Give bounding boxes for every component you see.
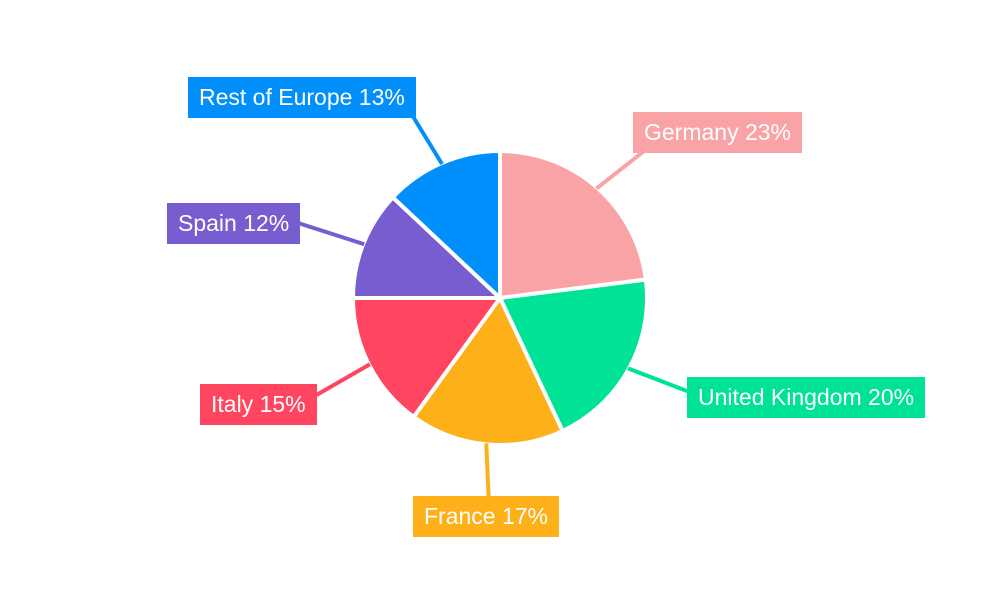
pie-label-rest-of-europe: Rest of Europe 13%	[188, 77, 416, 118]
pie-label-spain: Spain 12%	[167, 203, 301, 244]
leader-line-rest-of-europe	[407, 108, 444, 166]
leader-line-france	[484, 443, 491, 506]
pie-label-text-spain: Spain 12%	[178, 210, 290, 236]
pie-label-united-kingdom: United Kingdom 20%	[687, 377, 926, 418]
pie-label-text-rest-of-europe: Rest of Europe 13%	[199, 84, 405, 110]
pie-label-italy: Italy 15%	[200, 384, 317, 425]
pie-label-text-france: France 17%	[424, 503, 549, 529]
pie-label-germany: Germany 23%	[633, 112, 803, 153]
leader-line-germany	[595, 146, 650, 191]
pie-label-text-united-kingdom: United Kingdom 20%	[698, 384, 915, 410]
pie-label-text-italy: Italy 15%	[211, 391, 306, 417]
pie-label-france: France 17%	[413, 496, 560, 537]
pie-slice-germany[interactable]	[498, 149, 648, 300]
leader-line-italy	[305, 362, 371, 403]
leader-line-spain	[294, 220, 365, 247]
pie-label-text-germany: Germany 23%	[644, 119, 792, 145]
